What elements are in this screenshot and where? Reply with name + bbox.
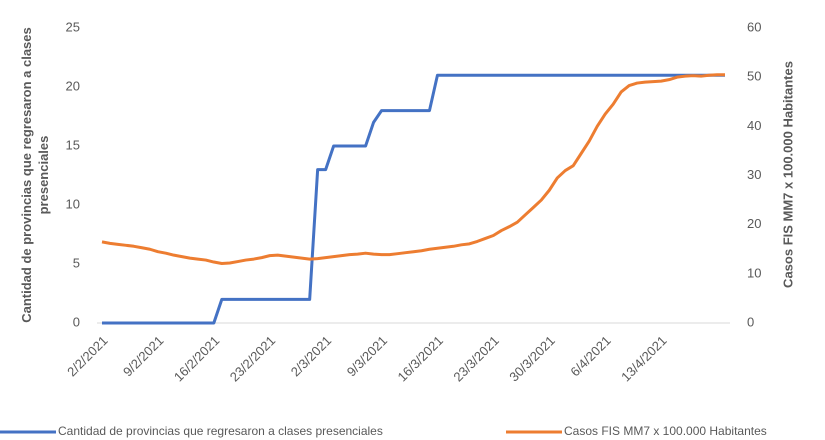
- x-tick-label: 13/4/2021: [618, 333, 670, 385]
- series-line: [101, 73, 725, 266]
- y-tick-label: 15: [66, 137, 80, 152]
- x-tick-label: 30/3/2021: [506, 333, 558, 385]
- x-tick-label: 16/2/2021: [171, 333, 223, 385]
- x-tick-label: 2/2/2021: [64, 333, 110, 379]
- x-tick-label: 23/3/2021: [450, 333, 502, 385]
- x-tick-label: 23/2/2021: [227, 333, 279, 385]
- y-tick-label: 25: [66, 19, 80, 34]
- y2-tick-label: 10: [747, 265, 761, 280]
- y2-tick-label: 40: [747, 118, 761, 133]
- y2-tick-label: 20: [747, 216, 761, 231]
- x-tick-label: 2/3/2021: [288, 333, 334, 379]
- legend-label: Casos FIS MM7 x 100.000 Habitantes: [564, 424, 767, 438]
- y2-tick-label: 0: [747, 314, 754, 329]
- y-tick-label: 0: [73, 314, 80, 329]
- y2-tick-label: 50: [747, 69, 761, 84]
- x-tick-label: 6/4/2021: [567, 333, 613, 379]
- y2-tick-label: 60: [747, 19, 761, 34]
- x-tick-label: 9/2/2021: [120, 333, 166, 379]
- y-tick-label: 5: [73, 255, 80, 270]
- y2-tick-label: 30: [747, 167, 761, 182]
- y-tick-label: 10: [66, 196, 80, 211]
- x-tick-label: 9/3/2021: [344, 333, 390, 379]
- legend-label: Cantidad de provincias que regresaron a …: [58, 424, 383, 438]
- y2-axis-label: Casos FIS MM7 x 100.000 Habitantes: [780, 61, 796, 288]
- x-tick-label: 16/3/2021: [395, 333, 447, 385]
- y-tick-label: 20: [66, 78, 80, 93]
- y-axis-label: Cantidad de provincias que regresaron a …: [19, 27, 51, 323]
- series-line: [102, 73, 725, 325]
